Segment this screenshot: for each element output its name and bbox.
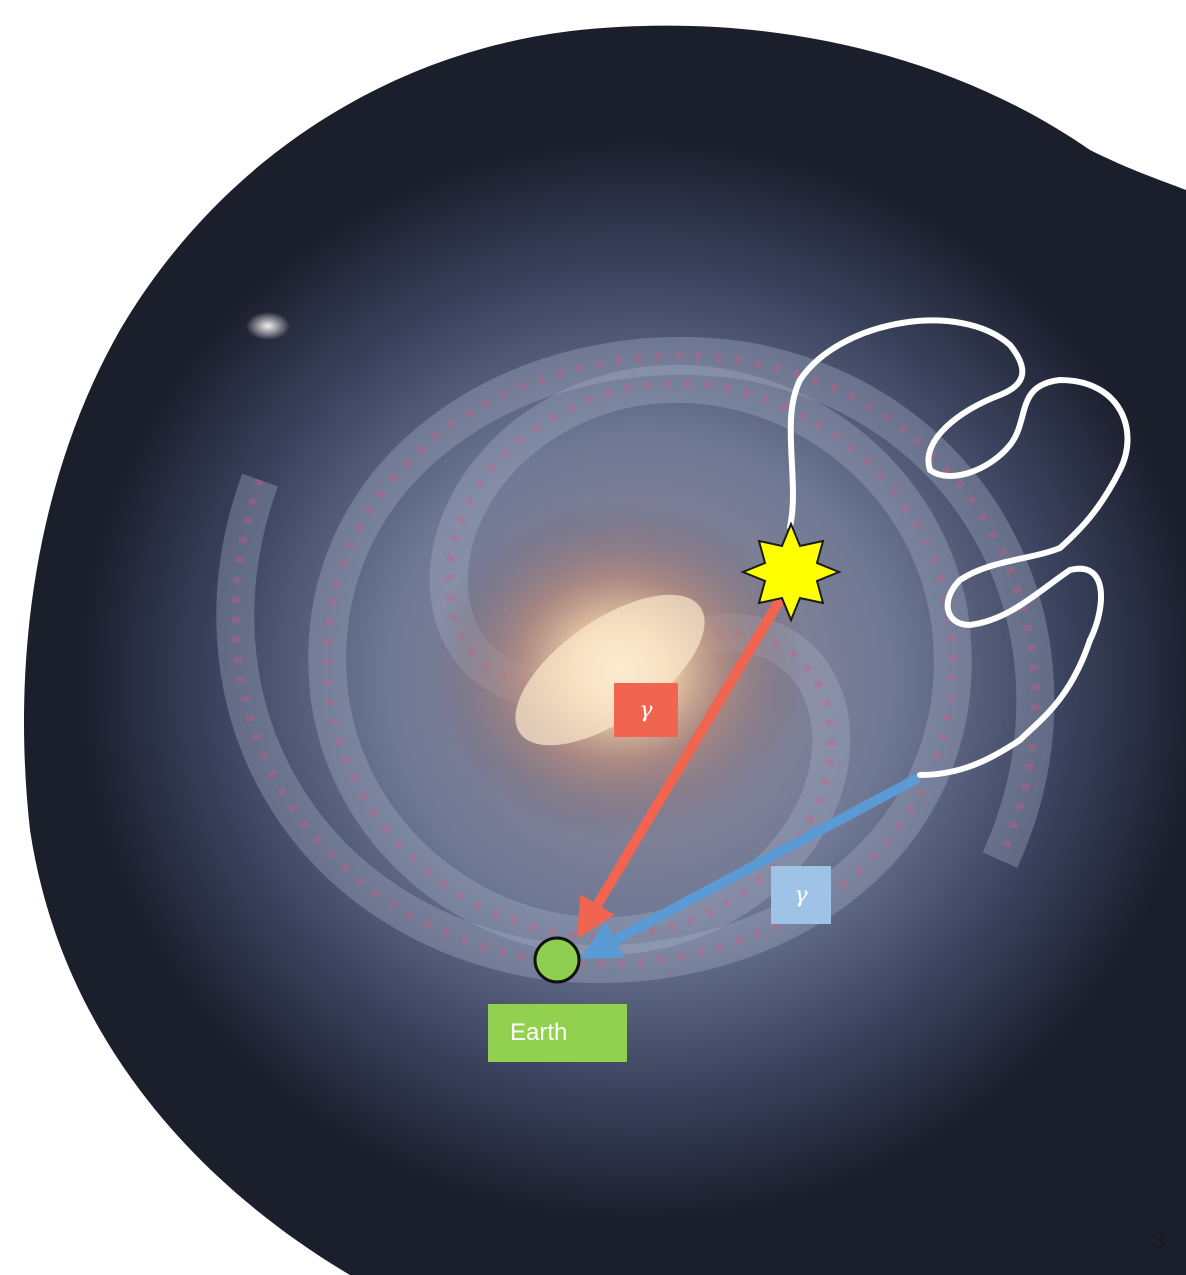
earth-label: Earth xyxy=(488,1004,627,1062)
red-photon-arrow xyxy=(576,585,792,939)
photon-random-walk-path xyxy=(787,317,1131,778)
gamma-blue-label: γ xyxy=(771,866,831,924)
blue-photon-arrow xyxy=(579,773,921,960)
earth-circle-icon xyxy=(533,936,581,984)
page-number: 3 xyxy=(1152,1227,1166,1254)
star-burst-icon xyxy=(740,521,842,623)
gamma-red-label: γ xyxy=(614,683,678,737)
